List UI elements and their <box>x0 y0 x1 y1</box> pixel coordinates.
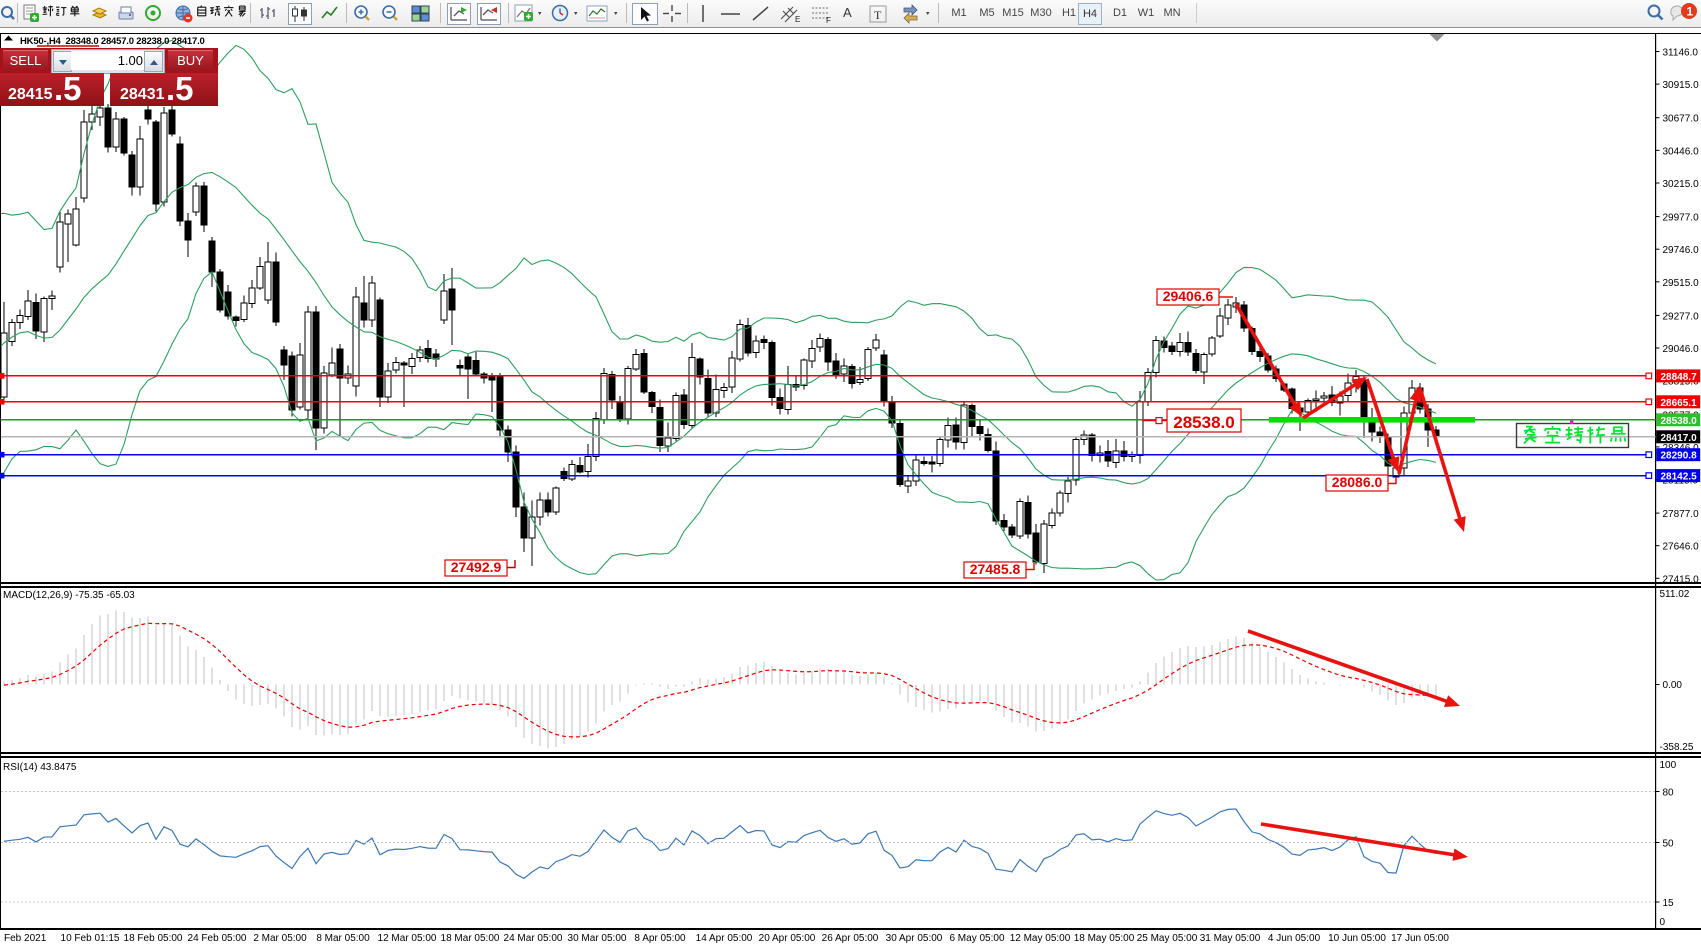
svg-text:17 Jun 05:00: 17 Jun 05:00 <box>1391 933 1449 944</box>
svg-text:2 Mar 05:00: 2 Mar 05:00 <box>253 933 307 944</box>
svg-text:HK50-,H4 28348.0 28457.0 2823: HK50-,H4 28348.0 28457.0 28238.0 28417.0 <box>20 36 205 47</box>
svg-text:100: 100 <box>1660 760 1677 771</box>
svg-text:28848.7: 28848.7 <box>1661 372 1698 383</box>
svg-text:14 Apr 05:00: 14 Apr 05:00 <box>696 933 753 944</box>
svg-text:F: F <box>826 16 831 25</box>
svg-text:T: T <box>874 8 882 22</box>
svg-text:20 Apr 05:00: 20 Apr 05:00 <box>759 933 816 944</box>
svg-text:-358.25: -358.25 <box>1660 742 1694 753</box>
svg-text:29277.0: 29277.0 <box>1663 311 1700 322</box>
svg-text:28142.5: 28142.5 <box>1661 472 1698 483</box>
svg-text:30915.0: 30915.0 <box>1663 80 1700 91</box>
svg-text:27492.9: 27492.9 <box>451 559 502 575</box>
svg-text:28086.0: 28086.0 <box>1332 474 1383 490</box>
svg-text:15: 15 <box>1663 898 1675 909</box>
svg-text:28665.1: 28665.1 <box>1661 398 1698 409</box>
svg-text:RSI(14) 43.8475: RSI(14) 43.8475 <box>3 762 77 773</box>
svg-text:29046.0: 29046.0 <box>1663 344 1700 355</box>
svg-text:8 Apr 05:00: 8 Apr 05:00 <box>634 933 686 944</box>
svg-text:6 May 05:00: 6 May 05:00 <box>949 933 1004 944</box>
svg-text:24 Feb 05:00: 24 Feb 05:00 <box>188 933 247 944</box>
svg-text:29746.0: 29746.0 <box>1663 245 1700 256</box>
svg-text:12 Mar 05:00: 12 Mar 05:00 <box>378 933 437 944</box>
svg-text:12 May 05:00: 12 May 05:00 <box>1010 933 1071 944</box>
svg-text:4 Jun 05:00: 4 Jun 05:00 <box>1268 933 1321 944</box>
svg-text:Feb 2021: Feb 2021 <box>4 933 47 944</box>
svg-text:28538.0: 28538.0 <box>1173 413 1234 432</box>
svg-text:MACD(12,26,9) -75.35 -65.03: MACD(12,26,9) -75.35 -65.03 <box>3 590 135 601</box>
svg-text:E: E <box>795 15 800 24</box>
svg-text:1: 1 <box>1687 5 1694 19</box>
svg-text:10 Jun 05:00: 10 Jun 05:00 <box>1328 933 1386 944</box>
svg-text:30 Mar 05:00: 30 Mar 05:00 <box>568 933 627 944</box>
svg-text:26 Apr 05:00: 26 Apr 05:00 <box>822 933 879 944</box>
svg-text:0.00: 0.00 <box>1663 680 1683 691</box>
svg-text:50: 50 <box>1663 839 1675 850</box>
svg-text:10 Feb 01:15: 10 Feb 01:15 <box>61 933 120 944</box>
svg-text:24 Mar 05:00: 24 Mar 05:00 <box>504 933 563 944</box>
svg-text:29977.0: 29977.0 <box>1663 213 1700 224</box>
svg-text:31146.0: 31146.0 <box>1663 48 1699 59</box>
svg-text:18 Feb 05:00: 18 Feb 05:00 <box>124 933 183 944</box>
svg-text:27646.0: 27646.0 <box>1663 542 1700 553</box>
svg-text:27877.0: 27877.0 <box>1663 509 1700 520</box>
svg-text:25 May 05:00: 25 May 05:00 <box>1137 933 1198 944</box>
svg-text:28538.0: 28538.0 <box>1661 416 1698 427</box>
svg-text:511.02: 511.02 <box>1660 589 1690 600</box>
svg-text:18 Mar 05:00: 18 Mar 05:00 <box>441 933 500 944</box>
svg-text:30215.0: 30215.0 <box>1663 179 1700 190</box>
svg-text:29406.6: 29406.6 <box>1163 288 1214 304</box>
svg-text:28290.8: 28290.8 <box>1661 451 1698 462</box>
svg-text:0: 0 <box>1660 917 1666 928</box>
svg-text:27485.8: 27485.8 <box>970 561 1021 577</box>
svg-text:29515.0: 29515.0 <box>1663 278 1700 289</box>
svg-text:80: 80 <box>1663 788 1675 799</box>
svg-text:31 May 05:00: 31 May 05:00 <box>1200 933 1261 944</box>
svg-text:27415.0: 27415.0 <box>1663 574 1700 585</box>
svg-text:30677.0: 30677.0 <box>1663 114 1700 125</box>
svg-text:28417.0: 28417.0 <box>1661 433 1698 444</box>
svg-text:8 Mar 05:00: 8 Mar 05:00 <box>316 933 370 944</box>
svg-text:30446.0: 30446.0 <box>1663 146 1700 157</box>
svg-text:18 May 05:00: 18 May 05:00 <box>1074 933 1135 944</box>
svg-text:30 Apr 05:00: 30 Apr 05:00 <box>886 933 943 944</box>
